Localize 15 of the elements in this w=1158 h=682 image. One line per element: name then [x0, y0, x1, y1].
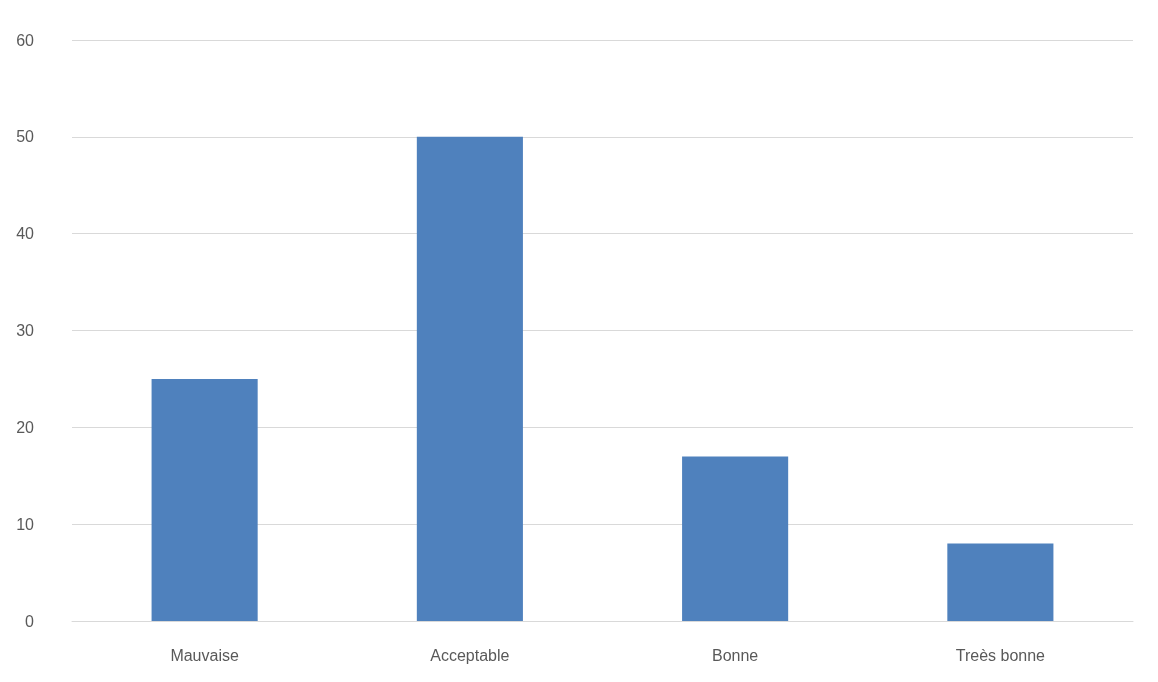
y-tick-label: 60 — [16, 31, 35, 49]
y-tick-label: 10 — [16, 515, 35, 533]
bar — [682, 456, 789, 621]
y-tick-label: 50 — [16, 128, 35, 146]
bar — [151, 378, 258, 621]
y-tick-label: 30 — [16, 322, 35, 339]
x-tick-label: Acceptable — [430, 646, 510, 664]
y-tick-label: 20 — [16, 418, 35, 436]
y-tick-label: 40 — [16, 225, 35, 243]
x-tick-label: Treès bonne — [955, 646, 1046, 664]
bar — [416, 136, 523, 621]
x-tick-label: Bonne — [711, 646, 759, 664]
x-tick-label: Mauvaise — [170, 646, 239, 664]
bar — [947, 543, 1054, 621]
y-tick-label: 0 — [25, 612, 35, 630]
